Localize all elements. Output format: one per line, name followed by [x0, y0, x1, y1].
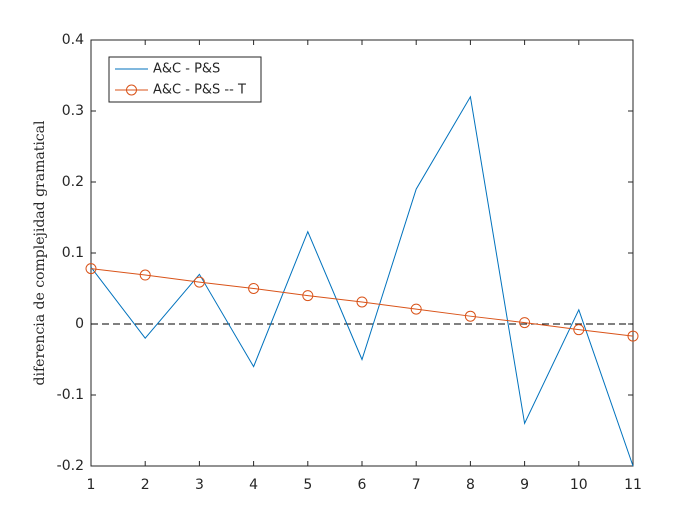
legend-label: A&C - P&S -- T — [153, 83, 246, 98]
data-point — [302, 290, 314, 302]
y-axis-label: diferencia de complejidad gramatical — [32, 120, 48, 385]
x-tick-label: 7 — [412, 477, 421, 493]
data-point — [356, 296, 368, 308]
series-line — [90, 95, 634, 467]
x-tick-label: 1 — [87, 477, 96, 493]
y-tick-label: 0.4 — [62, 32, 84, 48]
y-tick-label: 0.1 — [62, 245, 84, 261]
y-tick-label: 0.3 — [62, 103, 84, 119]
data-point — [139, 269, 151, 281]
x-tick-label: 2 — [141, 477, 150, 493]
x-tick-label: 9 — [520, 477, 529, 493]
y-tick-label: -0.1 — [57, 387, 84, 403]
y-tick-label: -0.2 — [57, 458, 84, 474]
data-point — [464, 310, 476, 322]
x-tick-label: 5 — [303, 477, 312, 493]
y-tick-label: 0 — [75, 316, 84, 332]
legend: A&C - P&S A&C - P&S -- T — [108, 56, 262, 103]
x-tick-label: 10 — [570, 477, 588, 493]
legend-marker — [126, 84, 137, 96]
data-point — [85, 263, 97, 275]
data-point — [193, 276, 205, 288]
x-tick-label: 11 — [624, 477, 642, 493]
data-point — [573, 324, 585, 336]
data-point — [248, 283, 260, 294]
x-tick-label: 6 — [358, 477, 367, 493]
plot-area — [90, 39, 634, 467]
x-tick-label: 4 — [249, 477, 258, 493]
data-point — [410, 303, 422, 315]
series-line — [90, 268, 634, 337]
x-tick-label: 8 — [466, 477, 475, 493]
y-tick-label: 0.2 — [62, 174, 84, 190]
data-point — [627, 330, 639, 342]
data-point — [519, 317, 531, 329]
x-tick-label: 3 — [195, 477, 204, 493]
legend-label: A&C - P&S — [153, 62, 220, 77]
